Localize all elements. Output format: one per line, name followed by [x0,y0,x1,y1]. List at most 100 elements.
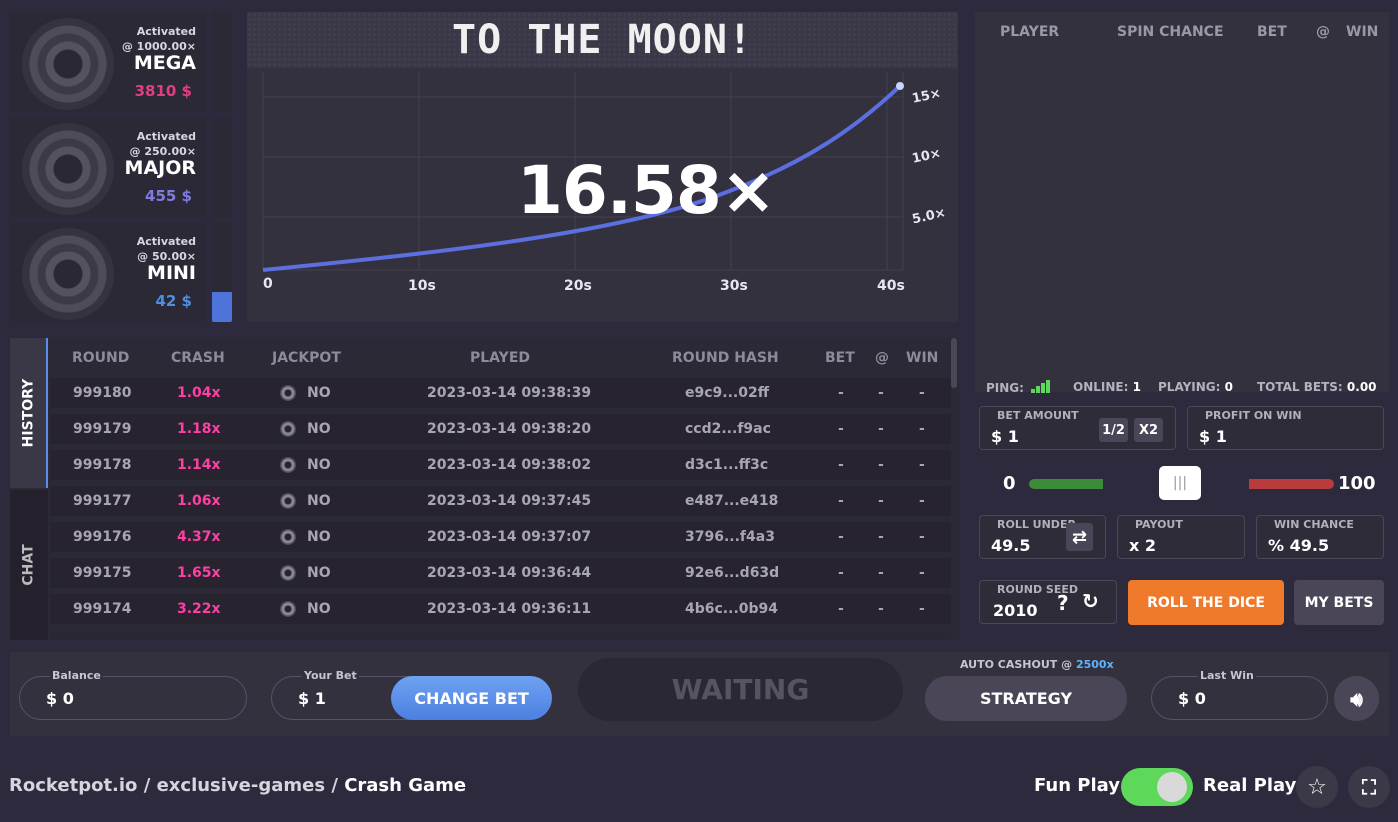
swap-icon[interactable]: ⇄ [1066,523,1093,551]
table-row[interactable]: 999176 4.37x NO 2023-03-14 09:37:07 3796...f… [50,522,951,552]
cell-jackpot: NO [307,421,331,437]
roll-under-field[interactable]: ROLL UNDER 49.5 ⇄ [979,515,1106,559]
current-multiplier: 16.58× [517,152,776,229]
table-row[interactable]: 999177 1.06x NO 2023-03-14 09:37:45 e487...e… [50,486,951,516]
last-win-value: $ 0 [1178,689,1206,708]
your-bet-label: Your Bet [302,669,359,682]
cell-bet: - [838,385,844,401]
slider-thumb[interactable]: ||| [1159,466,1201,500]
jackpot-status: Activated [136,25,196,38]
breadcrumb-site[interactable]: Rocketpot.io [9,775,138,796]
cell-bet: - [838,601,844,617]
column-header: WIN [906,350,939,366]
cell-crash: 1.18x [177,421,221,437]
x-tick-label: 40s [877,278,905,294]
jackpot-threshold: @ 50.00× [137,250,196,263]
bet-amount-value: $ 1 [991,427,1019,446]
fun-play-label: Fun Play [1034,775,1120,796]
breadcrumb: Rocketpot.io / exclusive-games / Crash G… [9,775,467,796]
side-tabs: HISTORY CHAT [10,338,48,640]
cell-played: 2023-03-14 09:38:20 [427,421,592,437]
fullscreen-icon[interactable]: ⛶ [1348,766,1390,808]
roll-slider[interactable] [1029,479,1334,489]
cell-bet: - [838,493,844,509]
table-row[interactable]: 999175 1.65x NO 2023-03-14 09:36:44 92e6...d… [50,558,951,588]
column-header: BET [825,350,855,366]
real-play-label: Real Play [1203,775,1297,796]
win-chance-field[interactable]: WIN CHANCE % 49.5 [1256,515,1384,559]
bet-amount-field[interactable]: BET AMOUNT $ 1 1/2 X2 [979,406,1176,450]
cell-jackpot: NO [307,493,331,509]
table-row[interactable]: 999178 1.14x NO 2023-03-14 09:38:02 d3c1...f… [50,450,951,480]
cell-round: 999179 [73,421,132,437]
slider-max-label: 100 [1338,473,1376,494]
jackpot-wheel-icon [22,18,114,110]
cell-win: - [919,565,925,581]
cell-hash: 4b6c...0b94 [685,601,779,617]
cell-played: 2023-03-14 09:38:39 [427,385,592,401]
cell-crash: 1.06x [177,493,221,509]
jackpot-wheel-icon [280,601,296,617]
cell-at: - [878,493,884,509]
balance-label: Balance [50,669,103,682]
cell-hash: 92e6...d63d [685,565,780,581]
playing-count: PLAYING: 0 [1158,380,1233,394]
table-row[interactable]: 999174 3.22x NO 2023-03-14 09:36:11 4b6c...0… [50,594,951,624]
cell-played: 2023-03-14 09:36:11 [427,601,592,617]
waiting-status: WAITING [578,658,903,721]
cell-win: - [919,421,925,437]
roll-the-dice-button[interactable]: ROLL THE DICE [1128,580,1284,625]
breadcrumb-section[interactable]: exclusive-games [156,775,326,796]
payout-field[interactable]: PAYOUT x 2 [1117,515,1245,559]
tab-history[interactable]: HISTORY [10,338,48,488]
your-bet-value: $ 1 [298,689,326,708]
jackpot-progress-mega [212,12,232,112]
cell-crash: 4.37x [177,529,221,545]
graph-canvas [262,72,904,272]
total-bets: TOTAL BETS: 0.00 [1257,380,1377,394]
cell-jackpot: NO [307,457,331,473]
cell-win: - [919,457,925,473]
x-tick-label: 20s [564,278,592,294]
jackpot-status: Activated [136,130,196,143]
x-tick-label: 30s [720,278,748,294]
double-bet-button[interactable]: X2 [1134,418,1163,442]
table-row[interactable]: 999179 1.18x NO 2023-03-14 09:38:20 ccd2...f… [50,414,951,444]
favorite-star-icon[interactable]: ☆ [1296,766,1338,808]
change-bet-button[interactable]: CHANGE BET [391,676,552,720]
play-mode-toggle[interactable] [1121,768,1193,806]
balance-field: Balance $ 0 [19,669,247,720]
history-panel: HISTORY CHAT ROUND CRASH JACKPOT PLAYED … [10,338,959,640]
round-seed-field[interactable]: ROUND SEED 2010 ? ↻ [979,580,1117,624]
signal-icon [1031,380,1051,396]
cell-bet: - [838,529,844,545]
auto-cashout-label: AUTO CASHOUT @ 2500x [960,658,1114,671]
help-icon[interactable]: ? [1057,591,1069,615]
cell-at: - [878,457,884,473]
auto-cashout-value: 2500x [1075,658,1114,671]
cell-round: 999175 [73,565,132,581]
jackpot-wheel-icon [22,123,114,215]
cell-win: - [919,493,925,509]
jackpot-progress-major [212,117,232,217]
bet-amount-label: BET AMOUNT [997,409,1079,422]
column-header: CRASH [171,350,225,366]
crash-curve [262,82,904,272]
refresh-icon[interactable]: ↻ [1082,589,1099,613]
roll-under-label: ROLL UNDER [997,518,1076,531]
half-bet-button[interactable]: 1/2 [1099,418,1128,442]
history-scrollbar[interactable] [951,338,957,388]
grip-icon: ||| [1172,475,1188,491]
cell-played: 2023-03-14 09:38:02 [427,457,592,473]
jackpot-wheel-icon [280,457,296,473]
sound-icon[interactable]: 🔊︎ [1334,676,1379,721]
banner-text: TO THE MOON! [452,17,753,63]
jackpot-amount: 3810 $ [134,82,192,100]
my-bets-button[interactable]: MY BETS [1294,580,1384,625]
profit-label: PROFIT ON WIN [1205,409,1302,422]
tab-chat[interactable]: CHAT [10,490,48,640]
strategy-button[interactable]: STRATEGY [925,676,1127,721]
win-chance-value: % 49.5 [1268,536,1330,555]
table-row[interactable]: 999180 1.04x NO 2023-03-14 09:38:39 e9c9...0… [50,378,951,408]
last-win-label: Last Win [1198,669,1256,682]
